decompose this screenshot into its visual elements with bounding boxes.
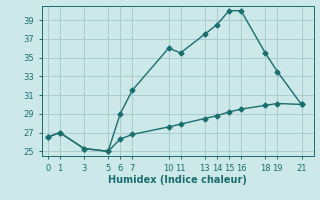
X-axis label: Humidex (Indice chaleur): Humidex (Indice chaleur) <box>108 175 247 185</box>
